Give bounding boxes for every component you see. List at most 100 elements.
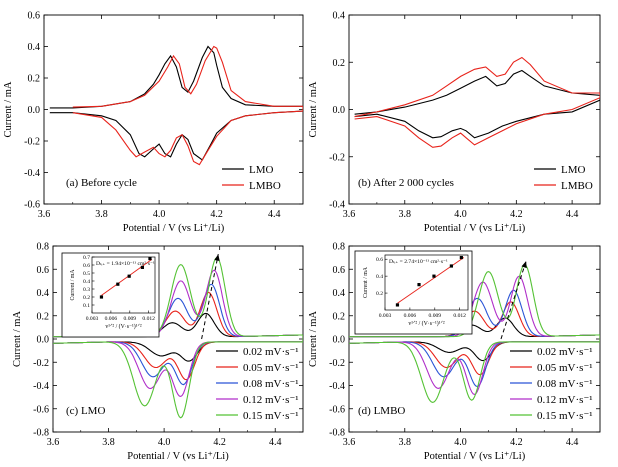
legend-label: 0.12 mV·s⁻¹ — [537, 394, 593, 406]
legend-label: 0.02 mV·s⁻¹ — [537, 346, 593, 358]
chart-panel-b: 3.6 3.8 4.0 4.2 4.4 -0.4 -0.2 0.0 0.2 0.4 Potentia… — [308, 11, 601, 234]
x-axis-label: Potential / V (vs Li⁺/Li) — [424, 223, 526, 234]
x-axis-label: Potential / V (vs Li⁺/Li) — [127, 451, 229, 462]
inset-y-tick-label: 0.7 — [83, 255, 90, 261]
inset-data-point — [116, 282, 120, 286]
y-tick-label: 0.2 — [333, 58, 346, 69]
y-tick-label: -0.2 — [24, 137, 40, 148]
inset-y-tick-label: 0.2 — [83, 295, 90, 301]
inset-frame — [91, 256, 156, 314]
inset-y-tick-label: 0.3 — [83, 287, 90, 293]
trend-arrowhead — [214, 254, 220, 261]
series-line-2 — [72, 45, 303, 166]
x-tick-label: 4.2 — [210, 209, 223, 220]
y-tick-label: 0.2 — [37, 311, 50, 322]
x-tick-label: 4.0 — [454, 437, 467, 448]
x-tick-label: 3.6 — [343, 437, 356, 448]
y-tick-label: -0.8 — [33, 428, 49, 439]
x-axis-label: Potential / V (vs Li⁺/Li) — [123, 223, 225, 234]
y-axis-label: Current / mA — [308, 311, 319, 367]
legend-label: 0.05 mV·s⁻¹ — [537, 362, 593, 374]
legend-label: 0.05 mV·s⁻¹ — [243, 362, 299, 374]
x-tick-label: 3.6 — [343, 209, 356, 220]
x-axis-label: Potential / V (vs Li⁺/Li) — [424, 451, 526, 462]
y-tick-label: 0.0 — [333, 335, 346, 346]
inset-data-point — [449, 264, 453, 268]
y-axis-label: Current / mA — [3, 81, 14, 137]
y-axis-label: Current / mA — [308, 81, 319, 137]
series-line-2 — [354, 56, 600, 148]
y-tick-label: -0.6 — [24, 200, 40, 211]
inset-annotation: Dₗᵢ₊ = 1.94×10⁻¹¹ cm²·s⁻¹ — [96, 261, 155, 267]
x-tick-label: 3.6 — [47, 437, 60, 448]
inset-y-tick-label: 0.5 — [83, 271, 90, 277]
inset-data-point — [459, 255, 463, 260]
inset-y-tick-label: 0.6 — [83, 263, 90, 269]
y-tick-label: 0.0 — [333, 105, 346, 116]
legend-label: 0.12 mV·s⁻¹ — [243, 394, 299, 406]
trend-arrowhead — [521, 261, 527, 269]
inset-fit-line — [101, 259, 153, 296]
y-tick-label: 0.2 — [333, 311, 346, 322]
trend-arrow — [201, 254, 219, 340]
legend-label: LMBO — [249, 180, 281, 192]
x-tick-label: 4.4 — [566, 209, 579, 220]
y-tick-label: -0.6 — [329, 404, 345, 415]
legend-label: LMO — [561, 164, 586, 176]
inset-x-axis-label: v¹ᐟ² / (V·s⁻¹)¹ᐟ² — [105, 323, 142, 330]
legend-label: 0.08 mV·s⁻¹ — [243, 378, 299, 390]
inset-y-axis-label: Current / mA — [70, 269, 76, 301]
inset-x-tick-label: 0.003 — [379, 313, 392, 319]
inset-frame — [384, 254, 469, 311]
inset-y-tick-label: 0.2 — [376, 291, 383, 297]
legend-label: LMO — [249, 164, 274, 176]
inset-x-tick-label: 0.006 — [404, 313, 417, 319]
inset-data-point — [99, 295, 104, 299]
y-tick-label: 0.0 — [37, 335, 50, 346]
x-tick-label: 3.8 — [102, 437, 115, 448]
inset-data-point — [140, 265, 144, 269]
inset-annotation: Dₗᵢ₊ = 2.74×10⁻¹¹ cm²·s⁻¹ — [389, 259, 448, 265]
legend-label: LMBO — [561, 180, 593, 192]
inset-x-tick-label: 0.012 — [142, 316, 155, 322]
x-tick-label: 4.4 — [269, 437, 282, 448]
y-tick-label: 0.4 — [28, 42, 41, 53]
panel-title: (d) LMBO — [358, 405, 405, 417]
y-axis-label: Current / mA — [12, 311, 23, 367]
x-tick-label: 4.4 — [566, 437, 579, 448]
series-line-1 — [49, 45, 303, 161]
x-tick-label: 4.0 — [158, 437, 171, 448]
y-tick-label: 0.4 — [37, 288, 50, 299]
x-tick-label: 4.0 — [454, 209, 467, 220]
legend-label: 0.08 mV·s⁻¹ — [537, 378, 593, 390]
y-tick-label: 0.6 — [37, 265, 50, 276]
y-tick-label: 0.6 — [28, 11, 41, 22]
inset-x-axis-label: v¹ᐟ² / (V·s⁻¹)¹ᐟ² — [408, 320, 445, 327]
inset-y-axis-label: Current / mA — [363, 266, 369, 298]
x-tick-label: 4.2 — [510, 437, 523, 448]
y-tick-label: 0.2 — [28, 74, 41, 85]
y-tick-label: -0.6 — [33, 404, 49, 415]
chart-panel-a: 3.6 3.8 4.0 4.2 4.4 -0.6 -0.4 -0.2 0.0 0.2 0.4 0.6 P… — [3, 11, 304, 234]
y-tick-label: 0.4 — [333, 288, 346, 299]
legend-label: 0.15 mV·s⁻¹ — [537, 410, 593, 422]
inset-y-tick-label: 0.4 — [376, 274, 383, 280]
y-tick-label: -0.4 — [24, 168, 40, 179]
series-line-1 — [354, 69, 600, 139]
inset-y-tick-label: 0.6 — [376, 257, 383, 263]
x-tick-label: 3.6 — [38, 209, 51, 220]
inset-x-tick-label: 0.012 — [453, 313, 466, 319]
series-line-5 — [349, 263, 600, 403]
x-tick-label: 4.2 — [213, 437, 226, 448]
y-tick-label: -0.4 — [329, 381, 345, 392]
inset-y-tick-label: 0.1 — [83, 303, 90, 309]
inset-x-tick-label: 0.003 — [86, 316, 99, 322]
y-tick-label: -0.4 — [329, 200, 345, 211]
x-tick-label: 3.8 — [95, 209, 108, 220]
inset-data-point — [148, 257, 152, 261]
x-tick-label: 3.8 — [399, 209, 412, 220]
legend-label: 0.15 mV·s⁻¹ — [243, 410, 299, 422]
y-tick-label: -0.2 — [329, 358, 345, 369]
inset-chart: 0.003 0.006 0.009 0.012 0.2 0.4 0.6 v¹ᐟ² / (V·s… — [354, 250, 473, 335]
